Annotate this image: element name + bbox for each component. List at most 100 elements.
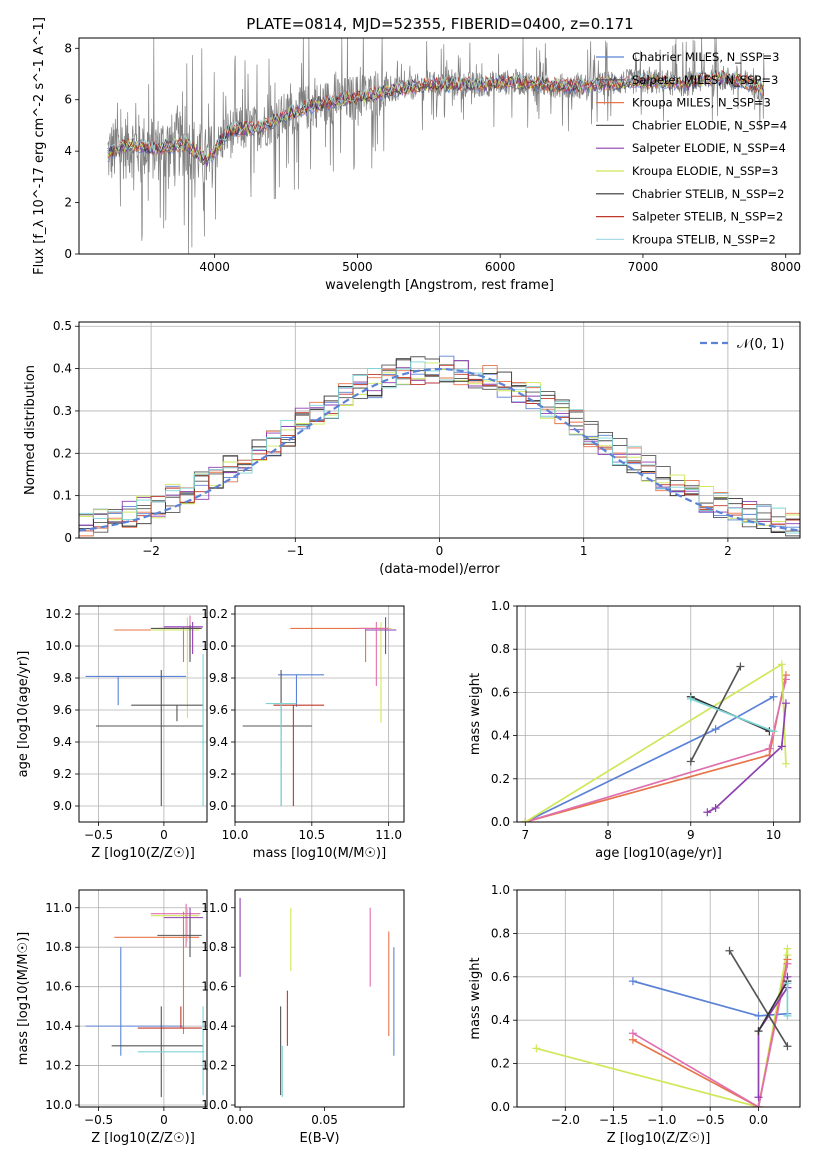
x-tick-label: 1 <box>580 544 588 558</box>
x-axis-label: wavelength [Angstrom, rest frame] <box>325 278 554 293</box>
weight-marker <box>783 959 792 968</box>
y-tick-label: 9.0 <box>209 799 228 813</box>
spectrum-model-line <box>107 69 765 163</box>
residuals-chart: −2 −1 0 1 2 0 0.1 0.2 0.3 0.4 0.5 (data-model)/erro… <box>23 319 801 577</box>
y-tick-label: 4 <box>64 144 72 158</box>
y-tick-label: 10.0 <box>45 1098 72 1112</box>
weight-marker <box>725 946 734 955</box>
legend-entry: Kroupa STELIB, N_SSP=2 <box>632 232 776 246</box>
x-tick-label: 8000 <box>770 260 801 274</box>
y-axis-label: mass [log10(M/M☉)] <box>16 932 31 1065</box>
y-tick-label: 10.0 <box>201 639 228 653</box>
y-tick-label: 0 <box>64 247 72 261</box>
x-tick-label: −0.5 <box>84 1113 113 1127</box>
figure-title: PLATE=0814, MJD=52355, FIBERID=0400, z=0… <box>246 15 633 33</box>
y-tick-label: 10.4 <box>45 1019 72 1033</box>
weight-marker <box>754 1011 763 1020</box>
weight-marker <box>711 803 720 812</box>
y-tick-label: 9.2 <box>53 767 72 781</box>
x-tick-label: 10.5 <box>298 828 325 842</box>
y-axis-label: mass weight <box>468 673 483 755</box>
y-axis-label: Flux [f_λ 10^-17 erg cm^-2 s^-1 A^-1] <box>32 17 47 275</box>
legend-entry: Kroupa ELODIE, N_SSP=3 <box>632 164 778 178</box>
age_vs_mass-chart: 10.0 10.5 11.0 9.0 9.2 9.4 9.6 9.8 10.0 10.2 mass … <box>201 605 405 861</box>
x-tick-label: 8 <box>604 828 612 842</box>
y-tick-label: 11.0 <box>201 901 228 915</box>
y-tick-label: 0.3 <box>53 404 72 418</box>
y-tick-label: 0.0 <box>491 1100 510 1114</box>
y-tick-label: 10.2 <box>201 607 228 621</box>
x-tick-label: 0 <box>160 1113 168 1127</box>
weight-marker <box>769 692 778 701</box>
mass_weight_vs_age-chart: 7 8 9 10 0.0 0.2 0.4 0.6 0.8 1.0 age [log10(age/yr… <box>468 599 801 861</box>
weight-line <box>632 963 789 1107</box>
y-axis-label: age [log10(age/yr)] <box>16 651 31 778</box>
legend-entry: Kroupa MILES, N_SSP=3 <box>632 96 771 110</box>
weight-line <box>690 698 774 733</box>
weight-marker <box>777 660 786 669</box>
weight-marker <box>628 977 637 986</box>
x-axis-label: Z [log10(Z/Z☉)] <box>91 846 195 861</box>
x-axis-label: E(B-V) <box>299 1131 339 1146</box>
mass_vs_EBV-chart: 0.00 0.05 10.0 10.2 10.4 10.6 10.8 11.0 E(B-V) <box>201 889 405 1146</box>
weight-marker <box>754 1027 763 1036</box>
legend-entry: Chabrier STELIB, N_SSP=2 <box>632 187 784 201</box>
x-axis-label: Z [log10(Z/Z☉)] <box>607 1131 711 1146</box>
weight-line <box>728 950 789 1047</box>
y-tick-label: 0 <box>64 531 72 545</box>
y-tick-label: 9.6 <box>209 703 228 717</box>
weight-marker <box>781 759 790 768</box>
y-tick-label: 0.6 <box>491 685 510 699</box>
x-tick-label: 0.0 <box>749 1113 768 1127</box>
y-tick-label: 0.4 <box>491 1013 510 1027</box>
y-tick-label: 10.8 <box>45 940 72 954</box>
y-tick-label: 9.4 <box>53 735 72 749</box>
x-tick-label: −2.0 <box>551 1113 580 1127</box>
y-tick-label: 9.2 <box>209 767 228 781</box>
mass_vs_Z-chart: −0.5 0 10.0 10.2 10.4 10.6 10.8 11.0 Z [log10(Z/… <box>16 889 208 1146</box>
weight-marker <box>628 1029 637 1038</box>
x-tick-label: 10.0 <box>222 828 249 842</box>
histogram-series <box>79 361 800 534</box>
mass_weight_vs_Z-chart: −2.0 −1.5 −1.0 −0.5 0.0 0.0 0.2 0.4 0.6 0.8 1.0 Z [… <box>468 883 801 1146</box>
y-tick-label: 10.0 <box>45 639 72 653</box>
mass_vs_EBV-plot-area <box>239 897 395 1098</box>
residuals-plot-area <box>79 355 800 537</box>
x-tick-label: −0.5 <box>84 828 113 842</box>
x-tick-label: −1 <box>286 544 304 558</box>
weight-marker <box>783 979 792 988</box>
y-tick-label: 10.6 <box>201 980 228 994</box>
y-tick-label: 0.4 <box>491 729 510 743</box>
x-tick-label: 7 <box>521 828 529 842</box>
weight-marker <box>532 1044 541 1053</box>
x-tick-label: 11.0 <box>375 828 402 842</box>
weight-line <box>690 666 742 762</box>
weight-marker <box>703 808 712 817</box>
axes-frame <box>78 37 801 255</box>
axes-frame <box>78 889 208 1108</box>
axes-frame <box>234 889 405 1108</box>
y-tick-label: 2 <box>64 196 72 210</box>
y-tick-label: 8 <box>64 41 72 55</box>
weight-marker <box>765 744 774 753</box>
y-tick-label: 0.8 <box>491 642 510 656</box>
x-tick-label: −1.5 <box>599 1113 628 1127</box>
x-axis-label: mass [log10(M/M☉)] <box>253 846 386 861</box>
x-tick-label: 0 <box>436 544 444 558</box>
y-tick-label: 10.2 <box>201 1059 228 1073</box>
weight-marker <box>686 694 695 703</box>
y-tick-label: 0.6 <box>491 970 510 984</box>
y-tick-label: 0.0 <box>491 815 510 829</box>
y-tick-label: 9.8 <box>53 671 72 685</box>
x-tick-label: 0.00 <box>227 1113 254 1127</box>
weight-marker <box>754 1093 763 1102</box>
axes-frame <box>516 889 801 1108</box>
weight-marker <box>711 725 720 734</box>
y-tick-label: 6 <box>64 93 72 107</box>
y-tick-label: 9.4 <box>209 735 228 749</box>
x-tick-label: 7000 <box>628 260 659 274</box>
weight-marker <box>783 1042 792 1051</box>
y-tick-label: 0.2 <box>491 1057 510 1071</box>
x-tick-label: −2 <box>142 544 160 558</box>
x-tick-label: −0.5 <box>696 1113 725 1127</box>
